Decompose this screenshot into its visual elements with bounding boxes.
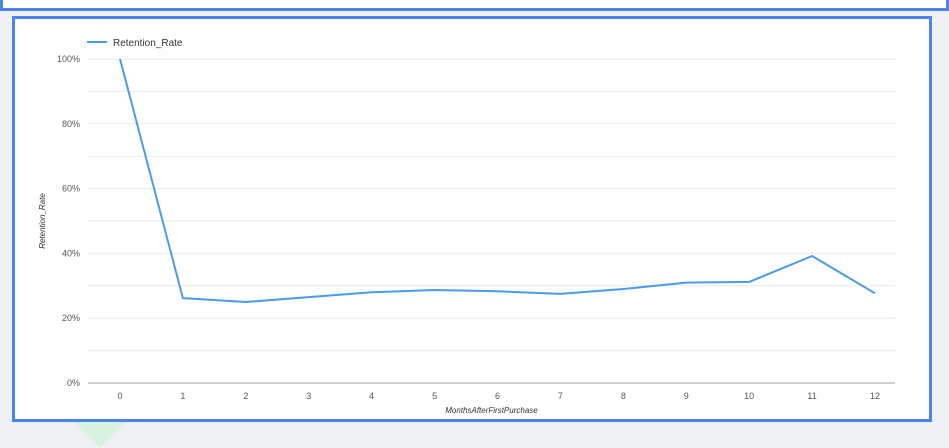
x-tick-label: 8 <box>621 391 626 401</box>
x-tick-label: 11 <box>807 391 816 401</box>
x-tick-labels: 0 1 2 3 4 5 6 7 8 9 10 11 12 <box>117 391 880 401</box>
x-tick-label: 7 <box>558 391 563 401</box>
data-point[interactable] <box>369 290 374 295</box>
data-point[interactable] <box>118 57 123 62</box>
y-tick-labels: 0% 20% 40% 60% 80% 100% <box>57 54 80 388</box>
data-point[interactable] <box>558 291 563 296</box>
y-tick-label: 20% <box>62 313 80 323</box>
x-tick-label: 0 <box>117 391 122 401</box>
x-tick-label: 6 <box>495 391 500 401</box>
data-point[interactable] <box>180 296 185 301</box>
data-point[interactable] <box>306 295 311 300</box>
chart-panel: 0% 20% 40% 60% 80% 100% 0 1 2 3 4 5 6 7 8 9 10 11 12 Rete… <box>12 16 932 422</box>
data-point[interactable] <box>873 291 878 296</box>
grid-lines <box>88 58 895 352</box>
x-tick-label: 2 <box>243 391 248 401</box>
data-point[interactable] <box>684 280 689 285</box>
y-tick-label: 60% <box>62 184 80 194</box>
x-tick-label: 12 <box>870 391 880 401</box>
data-point[interactable] <box>810 253 815 258</box>
x-tick-label: 4 <box>369 391 374 401</box>
x-tick-label: 9 <box>684 391 689 401</box>
legend[interactable]: Retention_Rate <box>87 38 183 49</box>
series-line[interactable] <box>119 58 876 303</box>
background-decoration <box>70 418 130 448</box>
data-point[interactable] <box>243 300 248 305</box>
y-tick-label: 80% <box>62 119 80 129</box>
x-tick-label: 5 <box>432 391 437 401</box>
y-tick-label: 100% <box>57 54 80 64</box>
data-point[interactable] <box>432 288 437 293</box>
y-tick-label: 40% <box>62 248 80 258</box>
series <box>118 57 878 305</box>
retention-line-chart: 0%20%40%60%80%100% 0 1 2 3 4 5 6 7 8 9 10 11 12 Rete… <box>38 38 895 415</box>
y-axis-title: Retention_Rate <box>38 193 47 249</box>
data-point[interactable] <box>495 289 500 294</box>
top-panel-edge <box>0 0 949 11</box>
x-tick-label: 10 <box>744 391 754 401</box>
x-tick-label: 3 <box>306 391 311 401</box>
x-axis-title: MonthsAfterFirstPurchase <box>445 406 538 415</box>
data-point[interactable] <box>747 279 752 284</box>
legend-label: Retention_Rate <box>113 38 183 49</box>
x-tick-label: 1 <box>180 391 185 401</box>
y-tick-label: 0% <box>67 378 80 388</box>
data-point[interactable] <box>621 287 626 292</box>
